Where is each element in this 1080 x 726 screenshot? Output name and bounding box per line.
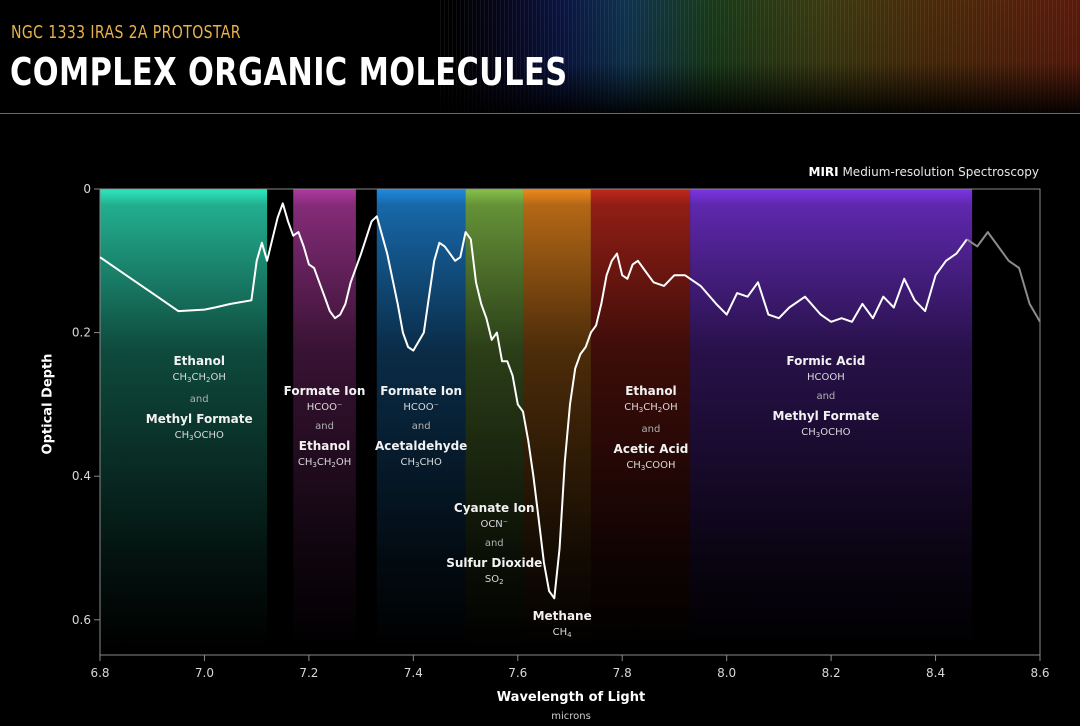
molecule-formula: SO2 <box>484 574 504 587</box>
molecule-label: Formate Ion HCOO⁻ and Acetaldehyde CH3CHO <box>375 384 467 472</box>
molecule-name: Methyl Formate <box>145 412 253 427</box>
band-layer <box>100 189 973 649</box>
conjunction: and <box>484 538 504 550</box>
conjunction: and <box>315 421 334 433</box>
molecule-name: Ethanol <box>298 439 351 454</box>
x-axis-unit: microns <box>551 711 591 722</box>
x-tick-label: 6.8 <box>90 666 109 680</box>
conjunction: and <box>411 421 431 433</box>
instrument-name: MIRI <box>808 165 839 179</box>
molecule-name: Ethanol <box>625 384 677 399</box>
molecule-name: Ethanol <box>173 354 225 369</box>
molecule-formula: OCN⁻ <box>480 519 509 531</box>
molecule-formula: CH3CH2OH <box>172 372 226 385</box>
spectrum-line-tail <box>966 231 1041 323</box>
x-tick-label: 7.4 <box>404 666 423 680</box>
x-tick-label: 8.6 <box>1030 666 1049 680</box>
molecule-formula: CH4 <box>552 627 572 640</box>
molecule-name: Formic Acid <box>786 354 866 369</box>
y-axis-title: Optical Depth <box>40 353 56 455</box>
band-7 <box>690 189 973 649</box>
x-tick-label: 7.2 <box>299 666 318 680</box>
molecule-formula: CH3CH2OH <box>624 402 678 415</box>
x-tick-label: 7.6 <box>508 666 527 680</box>
band-1 <box>100 189 268 649</box>
header-banner <box>0 0 1080 113</box>
band-4 <box>465 189 523 649</box>
conjunction: and <box>641 424 661 436</box>
x-tick-label: 8.2 <box>822 666 841 680</box>
molecule-name: Cyanate Ion <box>453 501 535 516</box>
x-tick-label: 8.4 <box>926 666 945 680</box>
band-3 <box>376 189 466 649</box>
molecule-name: Formate Ion <box>380 384 463 399</box>
page-title: COMPLEX ORGANIC MOLECULES <box>10 50 568 94</box>
conjunction: and <box>189 394 209 406</box>
molecule-label: Formic Acid HCOOH and Methyl Formate CH3OCHO <box>772 354 879 442</box>
molecule-formula: CH3COOH <box>626 460 676 473</box>
molecule-name: Acetaldehyde <box>375 439 468 454</box>
molecule-label: Ethanol CH3CH2OH and Methyl Formate CH3OCHO <box>146 354 253 445</box>
molecule-name: Methyl Formate <box>772 409 880 424</box>
molecule-formula: HCOOH <box>806 372 845 384</box>
x-tick-label: 8.0 <box>717 666 736 680</box>
axes-layer: 6.8 7.0 7.2 7.4 7.6 7.8 8.0 8.2 8.4 8.6 0 0.2 0.4 0.6 <box>72 182 1050 680</box>
molecule-name: Acetic Acid <box>613 442 689 457</box>
molecule-formula: HCOO⁻ <box>403 402 439 414</box>
x-tick-label: 7.8 <box>613 666 632 680</box>
molecule-label: Ethanol CH3CH2OH and Acetic Acid CH3COOH <box>614 384 689 475</box>
instrument-mode: Medium-resolution Spectroscopy <box>838 165 1039 179</box>
spectrum-line-layer <box>99 202 1041 600</box>
molecule-label: Cyanate Ion OCN⁻ and Sulfur Dioxide SO2 <box>446 501 542 589</box>
y-tick-label: 0.6 <box>72 613 91 627</box>
molecule-label: Methane CH4 <box>533 609 592 642</box>
y-tick-label: 0 <box>83 182 91 196</box>
conjunction: and <box>816 391 836 403</box>
molecule-formula: CH3OCHO <box>174 430 224 443</box>
molecule-label: Formate Ion HCOO⁻ and Ethanol CH3CH2OH <box>284 384 366 472</box>
header-fade <box>0 0 1080 113</box>
molecule-formula: HCOO⁻ <box>306 402 343 414</box>
molecule-formula: CH3OCHO <box>801 427 851 440</box>
plot-frame <box>99 188 1041 656</box>
instrument-label: MIRI Medium-resolution Spectroscopy <box>809 165 1039 179</box>
molecule-formula: CH3CH2OH <box>297 457 352 470</box>
x-axis-title: Wavelength of Light <box>496 690 646 705</box>
molecule-name: Formate Ion <box>283 384 366 399</box>
molecule-formula: CH3CHO <box>400 457 442 470</box>
y-tick-label: 0.2 <box>72 326 91 340</box>
molecule-name: Methane <box>532 609 592 624</box>
x-tick-label: 7.0 <box>195 666 214 680</box>
header-divider <box>0 113 1080 114</box>
y-tick-label: 0.4 <box>72 469 91 483</box>
molecule-name: Sulfur Dioxide <box>446 556 543 571</box>
band-2 <box>293 189 356 649</box>
page-subtitle: NGC 1333 IRAS 2A PROTOSTAR <box>11 22 241 43</box>
spectrum-line <box>99 202 968 600</box>
